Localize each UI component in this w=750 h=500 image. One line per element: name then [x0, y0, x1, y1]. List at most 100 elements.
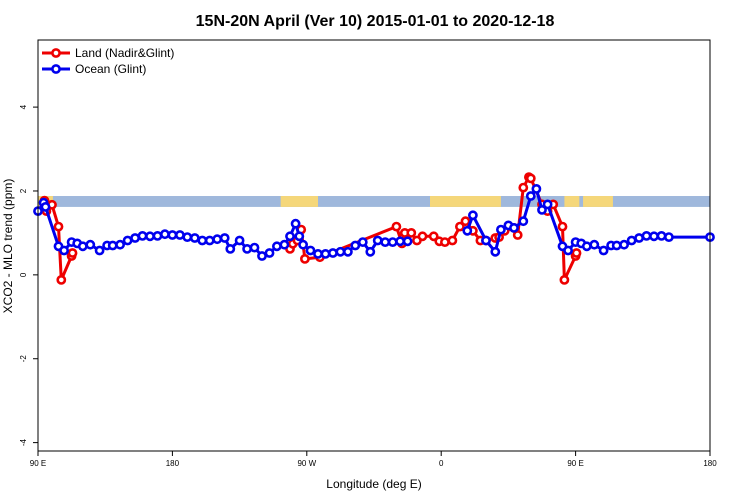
data-point [380, 237, 391, 247]
data-point [320, 248, 331, 259]
data-point [257, 251, 267, 261]
data-point [182, 232, 193, 242]
data-point [495, 224, 506, 235]
x-tick-label: 90 E [30, 459, 46, 468]
data-point [40, 201, 51, 212]
data-point [271, 241, 282, 252]
data-point [167, 230, 178, 240]
data-point [460, 216, 471, 227]
x-tick-label: 180 [703, 459, 717, 468]
data-point [525, 173, 536, 184]
data-point [290, 218, 301, 229]
band-land-segment-2 [280, 196, 318, 207]
band-land-segment-5 [583, 196, 613, 207]
y-tick-label: 4 [19, 104, 28, 109]
data-point [137, 230, 148, 241]
data-point [313, 248, 323, 259]
data-point [59, 245, 69, 256]
data-point [626, 235, 637, 246]
data-point [518, 216, 529, 227]
data-point [189, 233, 200, 243]
data-point [264, 248, 275, 258]
data-point [563, 245, 573, 256]
data-point [559, 274, 570, 285]
background-band [38, 196, 710, 207]
data-point [53, 221, 64, 232]
data-point [77, 241, 88, 252]
data-point [212, 234, 223, 245]
y-tick-label: 0 [19, 272, 28, 277]
data-point [298, 239, 308, 250]
data-point [115, 239, 125, 250]
data-point [305, 245, 316, 256]
legend-label: Land (Nadir&Glint) [75, 46, 174, 60]
x-tick-label: 90 W [297, 459, 316, 468]
data-point [531, 183, 542, 194]
data-point [417, 231, 428, 242]
data-point [518, 182, 529, 193]
data-point [365, 246, 376, 257]
data-point [557, 221, 568, 232]
data-point [285, 231, 295, 242]
x-tick-label: 180 [166, 459, 180, 468]
data-point [342, 246, 353, 257]
data-point [598, 245, 609, 256]
data-point [242, 243, 252, 254]
data-point [649, 231, 659, 242]
data-point [447, 235, 458, 246]
data-point [387, 237, 398, 247]
chart-title: 15N-20N April (Ver 10) 2015-01-01 to 202… [196, 13, 555, 30]
data-point [335, 246, 346, 257]
data-point [641, 230, 652, 241]
data-point [509, 222, 519, 233]
series-ocean [33, 183, 715, 261]
y-tick-label: -2 [19, 355, 28, 363]
data-point [454, 221, 465, 232]
plot-frame [37, 39, 711, 452]
data-point [56, 274, 67, 285]
data-point [299, 253, 310, 264]
data-point [94, 245, 105, 256]
data-point [490, 246, 501, 257]
x-axis-label: Longitude (deg E) [326, 477, 421, 491]
x-tick-label: 90 E [567, 459, 583, 468]
band-land-segment-4 [564, 196, 580, 207]
data-point [395, 236, 405, 247]
data-point [294, 231, 305, 242]
data-point [619, 239, 629, 250]
data-point [357, 237, 368, 247]
data-point [327, 248, 338, 258]
data-point [145, 231, 155, 242]
data-point [439, 237, 450, 247]
data-point [611, 240, 622, 251]
band-ocean [38, 196, 710, 207]
data-point [249, 242, 260, 253]
data-point [537, 204, 547, 215]
x-tick-label: 0 [439, 459, 444, 468]
data-point [67, 248, 78, 258]
data-point [664, 232, 674, 242]
data-point [481, 235, 491, 246]
y-axis-label: XCO2 - MLO trend (ppm) [1, 179, 15, 314]
legend-marker [51, 64, 61, 74]
data-point [581, 241, 592, 252]
y-axis: -4 -2 0 2 4 [19, 104, 38, 446]
data-point [391, 221, 402, 232]
data-point [402, 236, 413, 247]
legend-marker [51, 48, 61, 58]
data-point [571, 248, 582, 258]
band-land-segment-3 [430, 196, 501, 207]
data-point [225, 243, 236, 254]
data-point [372, 235, 383, 246]
data-point [279, 239, 290, 250]
legend-label: Ocean (Glint) [75, 62, 146, 76]
data-point [428, 231, 439, 242]
data-point [219, 233, 230, 243]
data-point [656, 230, 667, 241]
data-point [107, 240, 118, 251]
data-point [85, 239, 96, 250]
data-point [512, 230, 523, 240]
data-point [406, 227, 417, 238]
data-point [589, 239, 600, 250]
